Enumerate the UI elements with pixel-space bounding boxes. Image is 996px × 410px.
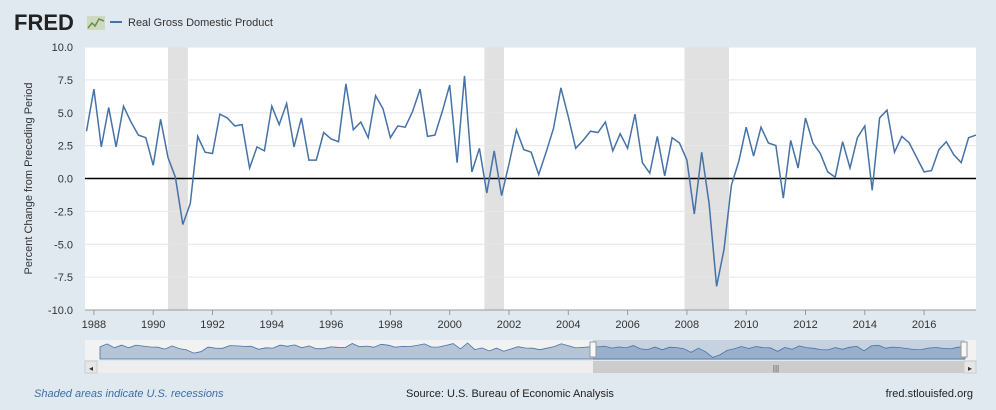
y-tick-label: -10.0	[48, 305, 73, 317]
scroll-left-button[interactable]	[84, 360, 98, 374]
y-tick-label: 2.5	[58, 141, 73, 153]
series-line-real-gdp[interactable]	[85, 75, 977, 287]
range-navigator[interactable]: ||| ◂ ▸	[84, 340, 977, 374]
navigator-left-handle[interactable]	[589, 341, 597, 358]
y-tick-label: -7.5	[54, 272, 73, 284]
x-tick-label: 2006	[615, 319, 639, 331]
scrollbar-grip-icon: |||	[773, 364, 779, 373]
source-note: Source: U.S. Bureau of Economic Analysis	[406, 388, 614, 400]
scroll-right-button[interactable]	[963, 360, 977, 374]
navigator-scrollbar-thumb[interactable]	[593, 361, 965, 373]
x-tick-label: 2012	[793, 319, 817, 331]
navigator-selected-range[interactable]	[593, 340, 965, 360]
y-tick-label: 0.0	[58, 174, 73, 186]
x-tick-label: 2014	[853, 319, 877, 331]
recession-note: Shaded areas indicate U.S. recessions	[34, 388, 224, 400]
x-axis: 1988 1990 1992 1994 1996 1998 2000 2002 2004 2006…	[82, 309, 976, 331]
navigator-series-area	[99, 342, 966, 360]
x-tick-label: 2008	[675, 319, 699, 331]
y-tick-label: 10.0	[52, 42, 73, 54]
fred-logo-graph-icon	[87, 16, 105, 30]
site-link[interactable]: fred.stlouisfed.org	[886, 388, 973, 400]
x-tick-label: 2002	[497, 319, 521, 331]
x-tick-label: 2016	[912, 319, 936, 331]
x-tick-label: 2000	[437, 319, 461, 331]
y-axis-title: Percent Change from Preceding Period	[23, 83, 35, 275]
navigator-right-handle[interactable]	[960, 341, 968, 358]
x-tick-label: 1998	[378, 319, 402, 331]
y-tick-label: -5.0	[54, 239, 73, 251]
x-tick-label: 1992	[200, 319, 224, 331]
x-tick-label: 2010	[734, 319, 758, 331]
y-axis: 10.0 7.5 5.0 2.5 0.0 -2.5 -5.0 -7.5 -10.0	[48, 42, 73, 317]
x-tick-label: 1996	[319, 319, 343, 331]
y-tick-label: 5.0	[58, 108, 73, 120]
x-tick-label: 2004	[556, 319, 580, 331]
scroll-right-arrow-icon: ▸	[968, 364, 972, 373]
x-tick-label: 1994	[260, 319, 284, 331]
fred-logo[interactable]: FRED	[14, 10, 74, 35]
scroll-left-arrow-icon: ◂	[89, 364, 93, 373]
legend-label[interactable]: Real Gross Domestic Product	[128, 17, 273, 29]
gridlines	[85, 46, 976, 311]
x-tick-label: 1988	[82, 319, 106, 331]
x-tick-label: 1990	[141, 319, 165, 331]
y-tick-label: -2.5	[54, 206, 73, 218]
y-tick-label: 7.5	[58, 75, 73, 87]
